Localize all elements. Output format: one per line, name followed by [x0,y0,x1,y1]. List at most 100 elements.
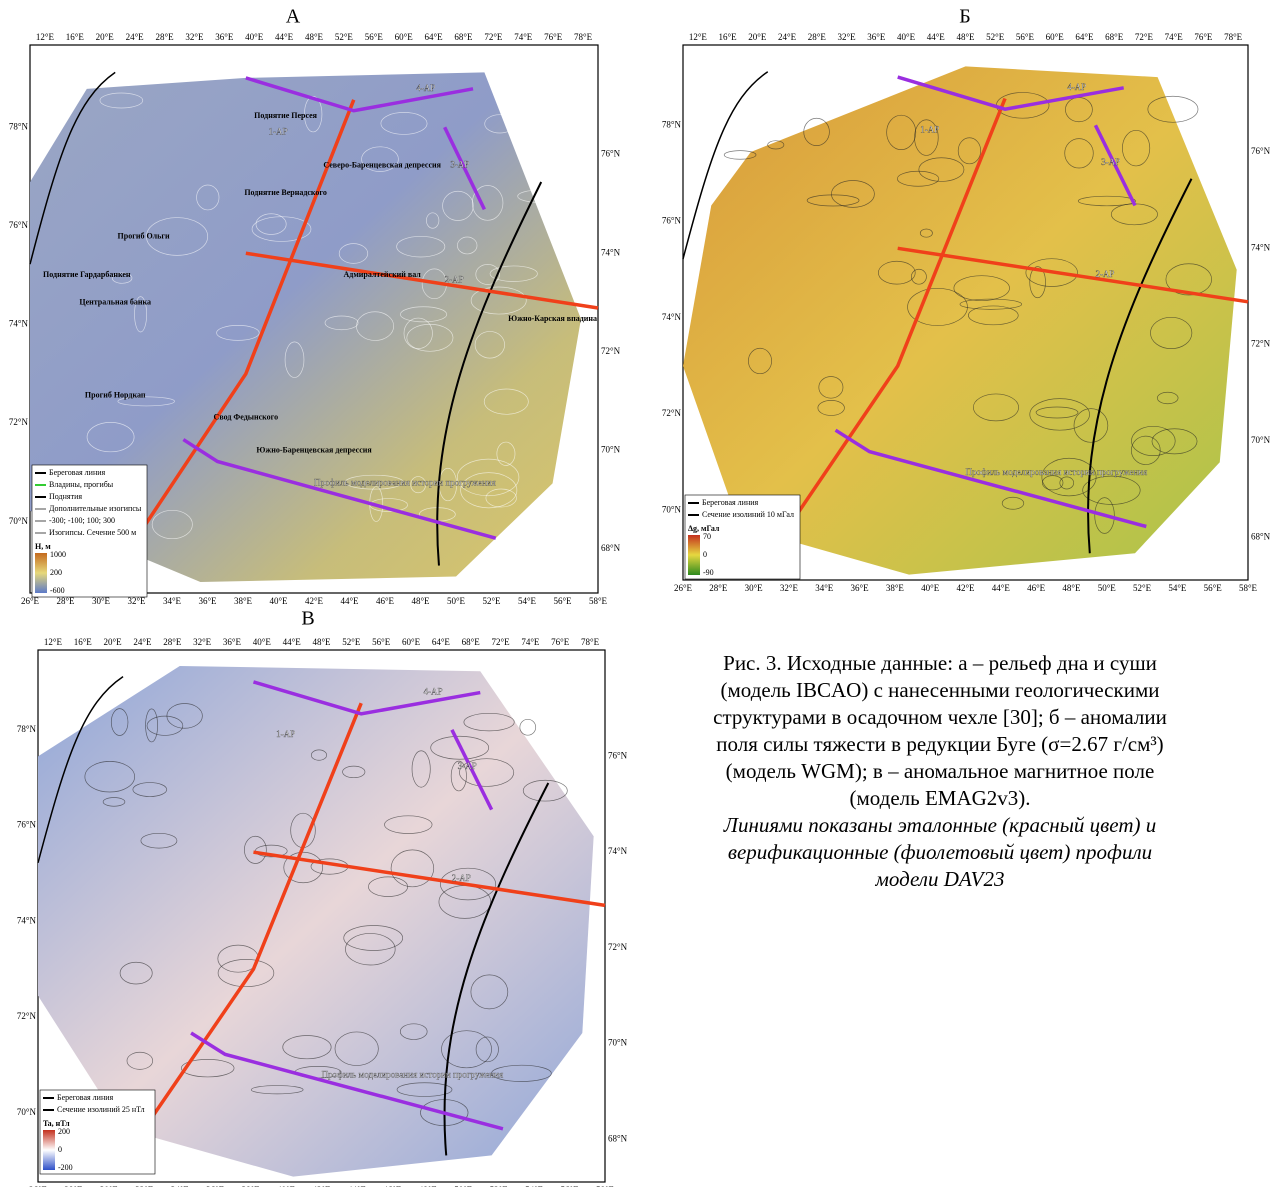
lon-label: 60°E [1046,32,1065,42]
lon-label: 32°E [780,583,799,593]
lon-label: 40°E [897,32,916,42]
caption-line: Рис. 3. Исходные данные: а – рельеф дна … [630,650,1250,677]
lat-label: 74°N [601,247,621,257]
caption-line: верификационные (фиолетовый цвет) профил… [630,839,1250,866]
lat-label: 74°N [17,915,37,925]
lat-label: 76°N [9,220,29,230]
lon-label: 24°E [126,32,145,42]
structure-label: Поднятие Вернадского [244,188,327,197]
lon-label: 64°E [432,637,451,647]
scale-label: 200 [58,1127,70,1136]
lon-label: 12°E [44,637,63,647]
scale-label: -90 [703,568,714,577]
lon-label: 20°E [748,32,767,42]
lon-label: 60°E [402,637,421,647]
lat-label: 76°N [1251,146,1271,156]
lon-label: 26°E [674,583,693,593]
lon-label: 16°E [719,32,738,42]
lat-label: 72°N [608,942,628,952]
structure-label: Южно-Баренцевская депрессия [256,445,372,454]
structure-label: Прогиб Ольги [118,232,170,241]
caption-line: (модель IBCAO) с нанесенными геологическ… [630,677,1250,704]
lon-label: 48°E [956,32,975,42]
lon-label: 44°E [340,596,359,606]
lon-label: 48°E [305,32,324,42]
lon-label: 78°E [574,32,593,42]
lon-label: 52°E [986,32,1005,42]
lon-label: 38°E [234,596,253,606]
lon-label: 56°E [372,637,391,647]
lon-label: 40°E [269,596,288,606]
lon-label: 76°E [551,637,570,647]
caption: Рис. 3. Исходные данные: а – рельеф дна … [630,650,1250,893]
map-panel: А1-АР2-АР3-АР4-АРПрофиль моделирования и… [9,6,621,606]
lon-label: 30°E [745,583,764,593]
lon-label: 24°E [133,637,152,647]
profile-label: 2-АР [1095,269,1114,279]
lat-label: 70°N [601,445,621,455]
lon-label: 58°E [1239,583,1258,593]
lon-label: 78°E [581,637,600,647]
lon-label: 50°E [1098,583,1117,593]
lon-label: 12°E [36,32,55,42]
lat-label: 76°N [608,750,628,760]
profile-label: 4-АР [1067,82,1086,92]
scale-label: 1000 [50,550,66,559]
lat-label: 72°N [17,1011,37,1021]
legend-label: Береговая линия [49,468,106,477]
scale-label: 70 [703,532,711,541]
lat-label: 70°N [1251,435,1271,445]
scale-label: -200 [58,1163,73,1172]
lon-label: 42°E [956,583,975,593]
lon-label: 72°E [491,637,510,647]
lon-label: 54°E [1168,583,1187,593]
legend-label: -300; -100; 100; 300 [49,516,115,525]
legend-label: Дополнительные изогипсы [49,504,142,513]
lat-label: 70°N [662,505,682,515]
scale-title: H, м [35,542,51,551]
lon-label: 74°E [1165,32,1184,42]
lon-label: 44°E [992,583,1011,593]
color-scale [43,1130,55,1170]
structure-label: Северо-Баренцевская депрессия [323,160,441,169]
lon-label: 28°E [163,637,182,647]
lon-label: 64°E [1075,32,1094,42]
lat-label: 76°N [662,216,682,226]
lon-label: 68°E [1105,32,1124,42]
lon-label: 30°E [92,596,111,606]
caption-line: структурами в осадочном чехле [30]; б – … [630,704,1250,731]
legend-label: Сечение изолиний 10 мГал [702,510,794,519]
lon-label: 48°E [411,596,430,606]
panel-label: В [301,608,314,630]
lon-label: 56°E [1016,32,1035,42]
profile-label: 2-АР [445,275,464,285]
caption-line: Линиями показаны эталонные (красный цвет… [630,812,1250,839]
legend-label: Сечение изолиний 25 нТл [57,1105,145,1114]
structure-label: Прогиб Нордкап [85,391,146,400]
lon-label: 74°E [514,32,533,42]
lon-label: 20°E [104,637,123,647]
lon-label: 36°E [223,637,242,647]
structure-label: Южно-Карская впадина [508,314,597,323]
lon-label: 28°E [709,583,728,593]
profile-label: 1-АР [276,729,295,739]
lon-label: 72°E [484,32,503,42]
lon-label: 34°E [815,583,834,593]
lon-label: 74°E [521,637,540,647]
lon-label: 32°E [837,32,856,42]
lon-label: 54°E [518,596,537,606]
lon-label: 36°E [867,32,886,42]
lat-label: 74°N [662,312,682,322]
lon-label: 28°E [56,596,75,606]
lon-label: 58°E [589,596,608,606]
profile-label: 1-АР [920,125,939,135]
lon-label: 16°E [66,32,85,42]
lon-label: 36°E [851,583,870,593]
lon-label: 36°E [215,32,234,42]
lon-label: 32°E [127,596,146,606]
lat-label: 76°N [17,820,37,830]
legend-label: Изогипсы. Сечение 500 м [49,528,136,537]
lon-label: 64°E [425,32,444,42]
lon-label: 68°E [454,32,473,42]
profile-label: Профиль моделирования истории прогружени… [966,467,1148,477]
